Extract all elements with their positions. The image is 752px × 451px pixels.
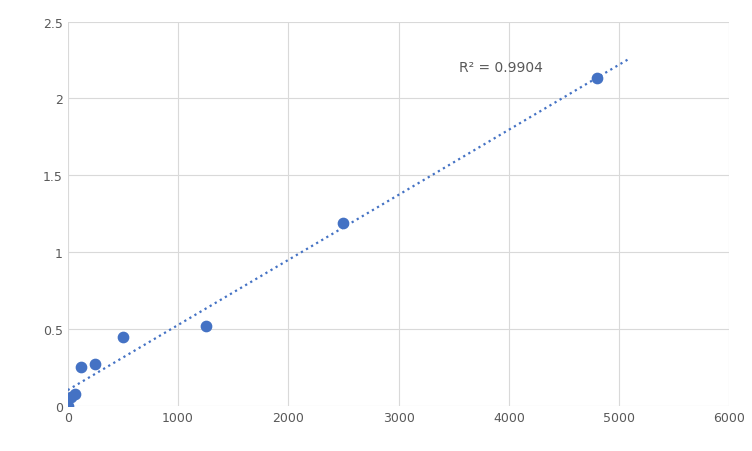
Point — [199, 322, 211, 330]
Point — [75, 364, 87, 371]
Point — [338, 220, 350, 227]
Point — [62, 402, 74, 410]
Point — [117, 333, 129, 341]
Point — [68, 390, 80, 397]
Point — [89, 361, 102, 368]
Point — [65, 393, 77, 400]
Text: R² = 0.9904: R² = 0.9904 — [459, 60, 543, 74]
Point — [591, 76, 603, 83]
